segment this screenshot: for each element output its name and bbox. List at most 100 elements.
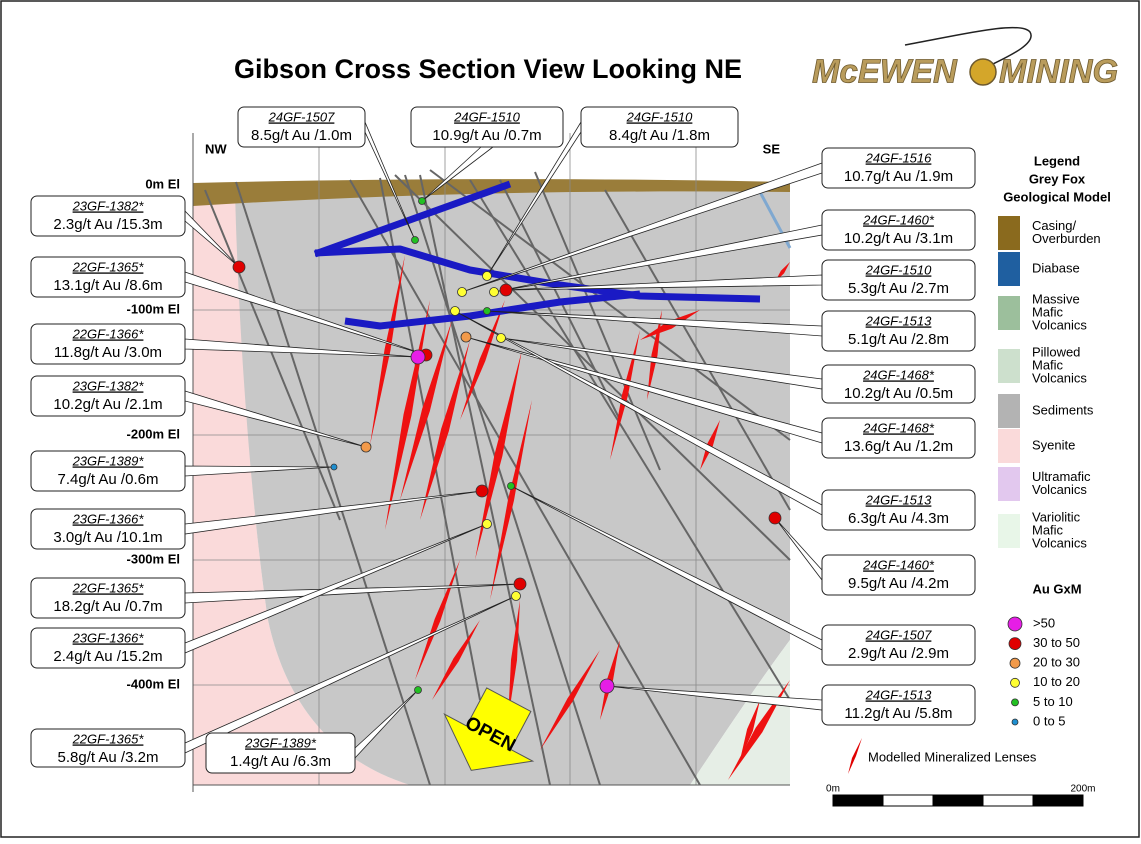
hole-id: 23GF-1389* — [72, 453, 145, 468]
au-legend-marker — [1008, 637, 1022, 650]
hole-id: 22GF-1365* — [72, 259, 145, 274]
lens — [700, 420, 720, 470]
legend-title: Legend — [1034, 153, 1080, 168]
callout: 24GF-1510 10.9g/t Au /0.7m — [410, 106, 564, 148]
legend-label: Mafic — [1032, 357, 1064, 372]
grade: 11.8g/t Au /3.0m — [54, 344, 162, 361]
drill-hole — [404, 174, 601, 786]
grade: 2.4g/t Au /15.2m — [53, 648, 162, 665]
scale-segment — [882, 794, 934, 807]
hole-id: 24GF-1513 — [865, 313, 933, 328]
sample-point — [489, 287, 499, 297]
hole-id: 24GF-1507 — [268, 109, 336, 124]
sample-point — [414, 686, 422, 694]
drill-hole — [204, 189, 341, 521]
callout: 24GF-1510 5.3g/t Au /2.7m — [821, 259, 976, 301]
tunnel — [314, 245, 761, 303]
drill-hole — [469, 179, 791, 701]
sample-point — [768, 511, 782, 525]
callout: 23GF-1389* 7.4g/t Au /0.6m — [30, 450, 186, 492]
scale-label: 0m — [826, 784, 840, 795]
au-legend-marker — [1011, 698, 1019, 707]
grade: 10.7g/t Au /1.9m — [844, 168, 953, 185]
callout-box — [821, 147, 976, 189]
callout-box — [821, 259, 976, 301]
hole-id: 24GF-1510 — [865, 262, 933, 277]
scale-bar: 0m 200m — [826, 784, 1096, 807]
sample-point — [496, 333, 506, 343]
drill-hole — [419, 174, 551, 786]
open-arrow: OPEN — [443, 687, 535, 771]
sample-point — [450, 306, 460, 316]
grade: 18.2g/t Au /0.7m — [53, 598, 162, 615]
drill-holes — [204, 169, 791, 786]
legend-label: Variolitic — [1032, 509, 1081, 524]
callout-box — [821, 417, 976, 459]
lenses-key: Modelled Mineralized Lenses — [848, 738, 1037, 774]
legend-label: Pillowed — [1032, 344, 1080, 359]
arrow — [443, 687, 535, 771]
scale-segment — [932, 794, 984, 807]
hole-id: 24GF-1513 — [865, 687, 933, 702]
elevation-label: -200m El — [127, 426, 180, 441]
title: Gibson Cross Section View Looking NE — [234, 54, 742, 84]
callout: 22GF-1366* 11.8g/t Au /3.0m — [30, 323, 186, 365]
lens — [490, 400, 532, 600]
lens — [540, 650, 600, 750]
callout: 23GF-1382* 10.2g/t Au /2.1m — [30, 375, 186, 417]
callout-box — [30, 323, 186, 365]
drill-hole — [394, 174, 791, 561]
callout: 24GF-1516 10.7g/t Au /1.9m — [821, 147, 976, 189]
legend-label: Volcanics — [1032, 482, 1087, 497]
au-legend-label: 5 to 10 — [1033, 694, 1073, 709]
grade: 9.5g/t Au /4.2m — [848, 575, 949, 592]
legend-swatch — [998, 514, 1020, 548]
legend-swatch — [998, 296, 1020, 330]
callout-box — [821, 310, 976, 352]
legend-swatch — [998, 216, 1020, 250]
tunnel — [344, 290, 641, 330]
callout: 24GF-1468* 10.2g/t Au /0.5m — [821, 364, 976, 404]
sample-point — [457, 287, 467, 297]
hole-id: 24GF-1510 — [626, 109, 694, 124]
drill-hole — [349, 179, 701, 786]
callout-box — [30, 256, 186, 298]
grade: 8.4g/t Au /1.8m — [609, 127, 710, 144]
legend-label: Volcanics — [1032, 370, 1087, 385]
tunnel — [313, 180, 512, 258]
hole-id: 24GF-1507 — [865, 627, 933, 642]
callout-box — [821, 624, 976, 666]
orientation-label: SE — [763, 141, 781, 156]
legend-title: Grey Fox — [1029, 171, 1086, 186]
callout: 22GF-1365* 5.8g/t Au /3.2m — [30, 728, 186, 768]
callouts: 24GF-1507 8.5g/t Au /1.0m 24GF-1510 10.9g/t… — [30, 106, 976, 774]
lens — [400, 320, 452, 500]
au-legend-title: Au GxM — [1032, 581, 1081, 596]
legend-label: Volcanics — [1032, 317, 1087, 332]
callout: 24GF-1507 8.5g/t Au /1.0m — [237, 106, 366, 148]
sample-point — [511, 591, 521, 601]
au-legend-label: 10 to 20 — [1033, 674, 1080, 689]
sample-point — [483, 307, 491, 315]
drill-hole — [534, 171, 661, 471]
grade: 10.2g/t Au /0.5m — [844, 385, 953, 402]
legend-label: Overburden — [1032, 231, 1101, 246]
au-legend-label: 20 to 30 — [1033, 655, 1080, 670]
logo-text: McEWEN — [812, 53, 958, 90]
legend: Legend Grey Fox Geological Model Casing/Ove… — [998, 153, 1111, 728]
legend-label: Diabase — [1032, 260, 1080, 275]
elevation-label: -100m El — [127, 301, 180, 316]
callout: 23GF-1382* 2.3g/t Au /15.3m — [30, 195, 186, 237]
au-legend-marker — [1007, 616, 1023, 632]
callout-box — [821, 684, 976, 726]
callout: 24GF-1507 2.9g/t Au /2.9m — [821, 624, 976, 666]
lens — [508, 600, 520, 720]
legend-label: Ultramafic — [1032, 469, 1091, 484]
hole-id: 24GF-1510 — [453, 109, 521, 124]
legend-label: Syenite — [1032, 437, 1075, 452]
callout-box — [30, 375, 186, 417]
scale-label: 200m — [1070, 784, 1095, 795]
lens — [432, 620, 480, 700]
grade: 3.0g/t Au /10.1m — [53, 529, 162, 546]
grade: 1.4g/t Au /6.3m — [230, 753, 331, 770]
